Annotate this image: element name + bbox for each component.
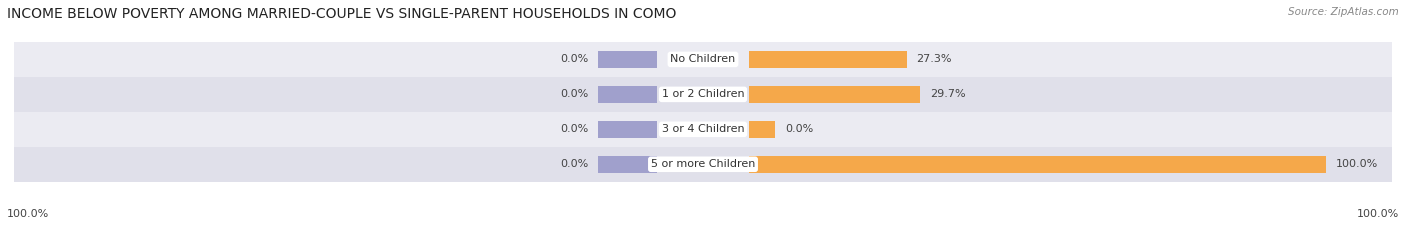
Text: INCOME BELOW POVERTY AMONG MARRIED-COUPLE VS SINGLE-PARENT HOUSEHOLDS IN COMO: INCOME BELOW POVERTY AMONG MARRIED-COUPL… xyxy=(7,7,676,21)
Text: No Children: No Children xyxy=(671,55,735,64)
Bar xyxy=(749,156,1326,173)
Text: 100.0%: 100.0% xyxy=(1336,159,1378,169)
Bar xyxy=(14,147,1392,182)
Text: 3 or 4 Children: 3 or 4 Children xyxy=(662,124,744,134)
Bar xyxy=(14,112,1392,147)
Bar xyxy=(749,86,921,103)
Text: Source: ZipAtlas.com: Source: ZipAtlas.com xyxy=(1288,7,1399,17)
Text: 100.0%: 100.0% xyxy=(7,209,49,219)
Text: 0.0%: 0.0% xyxy=(560,55,588,64)
Bar xyxy=(598,86,657,103)
Text: 29.7%: 29.7% xyxy=(931,89,966,99)
Text: 0.0%: 0.0% xyxy=(785,124,813,134)
Bar xyxy=(749,51,907,68)
Text: 27.3%: 27.3% xyxy=(917,55,952,64)
Bar xyxy=(598,156,657,173)
Bar xyxy=(749,121,775,138)
Text: 1 or 2 Children: 1 or 2 Children xyxy=(662,89,744,99)
Bar xyxy=(598,121,657,138)
Bar xyxy=(598,51,657,68)
Text: 0.0%: 0.0% xyxy=(560,159,588,169)
Text: 0.0%: 0.0% xyxy=(560,124,588,134)
Bar xyxy=(14,77,1392,112)
Text: 5 or more Children: 5 or more Children xyxy=(651,159,755,169)
Text: 100.0%: 100.0% xyxy=(1357,209,1399,219)
Bar xyxy=(14,42,1392,77)
Text: 0.0%: 0.0% xyxy=(560,89,588,99)
